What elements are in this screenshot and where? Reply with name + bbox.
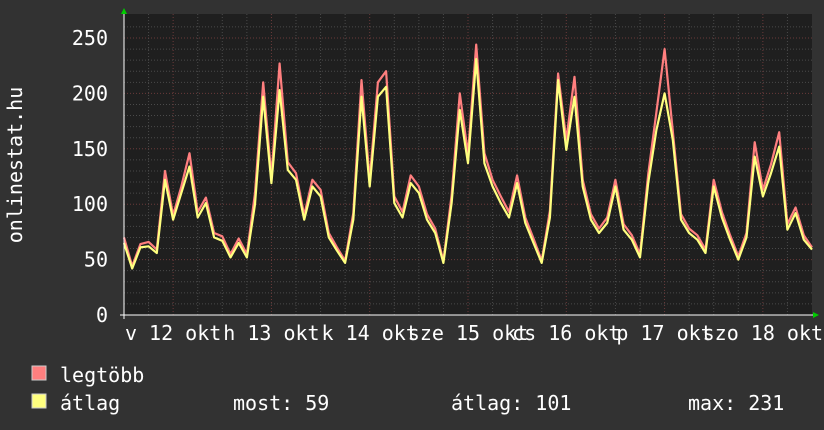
x-tick-label: p 17 okt [616, 321, 712, 345]
y-axis-arrow-icon [121, 8, 127, 14]
y-axis-title: onlinestat.hu [3, 87, 27, 244]
y-axis-ticks: 0 50 100 150 200 250 [72, 26, 108, 327]
x-tick-label: sze 15 okt [408, 321, 528, 345]
series-line-average [122, 58, 813, 270]
legend-label-avg: átlag [60, 391, 120, 415]
x-tick-label: v 12 okt [125, 321, 221, 345]
x-axis-arrow-icon [813, 312, 819, 318]
x-tick-label: szo 18 okt [703, 321, 823, 345]
y-tick-label: 0 [96, 303, 108, 327]
y-tick-label: 200 [72, 81, 108, 105]
legend: legtöbb átlag most: 59 átlag: 101 max: 2… [31, 363, 784, 415]
legend-label-max: legtöbb [60, 363, 144, 387]
y-tick-label: 250 [72, 26, 108, 50]
legend-swatch-avg [31, 393, 47, 409]
x-tick-label: h 13 okt [223, 321, 319, 345]
stat-now: most: 59 [233, 391, 329, 415]
grid [124, 14, 812, 315]
series-lines [122, 43, 813, 270]
x-tick-label: cs 16 okt [512, 321, 620, 345]
stat-max: max: 231 [688, 391, 784, 415]
x-tick-label: k 14 okt [322, 321, 418, 345]
y-tick-label: 100 [72, 192, 108, 216]
legend-swatch-max [31, 365, 47, 381]
stat-average: átlag: 101 [451, 391, 571, 415]
y-tick-label: 50 [84, 248, 108, 272]
y-tick-label: 150 [72, 137, 108, 161]
